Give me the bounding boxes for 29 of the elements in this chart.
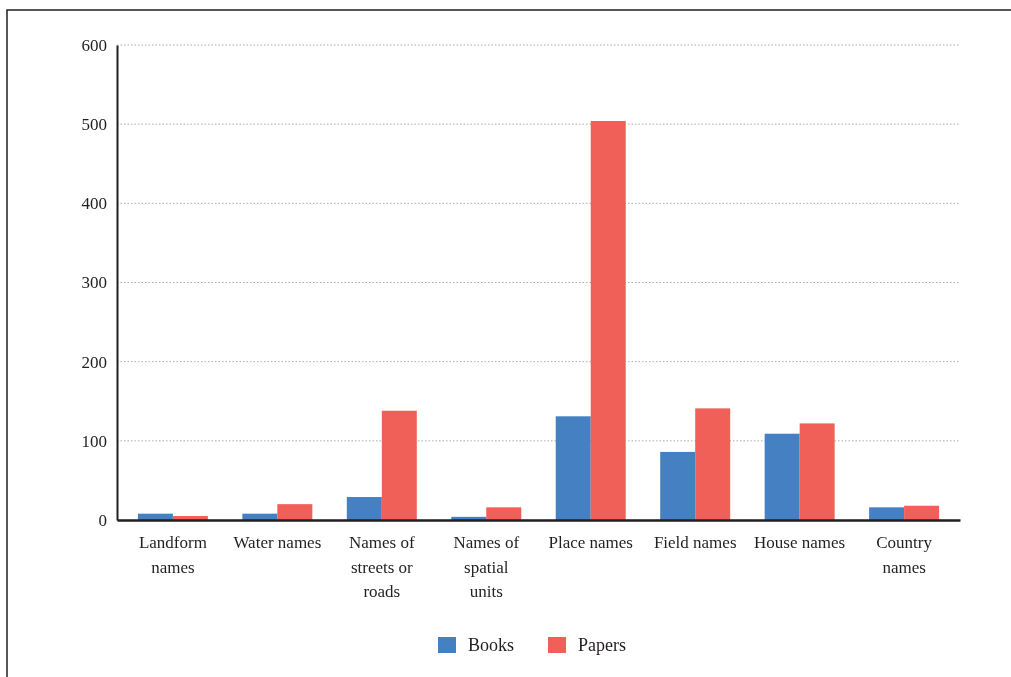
x-tick-label: House names [754,533,846,553]
bar [555,416,591,520]
bar [590,121,626,520]
bar [904,505,940,520]
x-tick-label: Landform names [138,533,207,577]
x-tick-label: Country names [876,533,933,577]
bar [277,504,313,520]
y-tick-label: 100 [81,431,107,451]
x-tick-label: Names of spatial units [453,533,520,602]
y-tick-label: 600 [81,35,107,55]
x-tick-label: Field names [653,533,737,553]
legend-label: Books [468,635,515,656]
bar [660,451,696,520]
bar [381,410,417,520]
x-tick-label: Place names [548,533,633,553]
x-tick-label: Names of streets or roads [349,533,415,602]
y-tick-label: 300 [81,273,107,293]
legend-label: Papers [578,635,627,656]
y-tick-label: 400 [81,194,107,214]
bar [346,497,382,520]
y-tick-label: 0 [98,510,107,530]
bar [799,423,835,520]
bar [764,433,800,520]
bar [486,507,522,520]
y-tick-label: 200 [81,352,107,372]
bar [869,507,905,520]
x-tick-label: Water names [233,533,322,553]
y-tick-label: 500 [81,115,107,135]
bar [695,408,731,520]
